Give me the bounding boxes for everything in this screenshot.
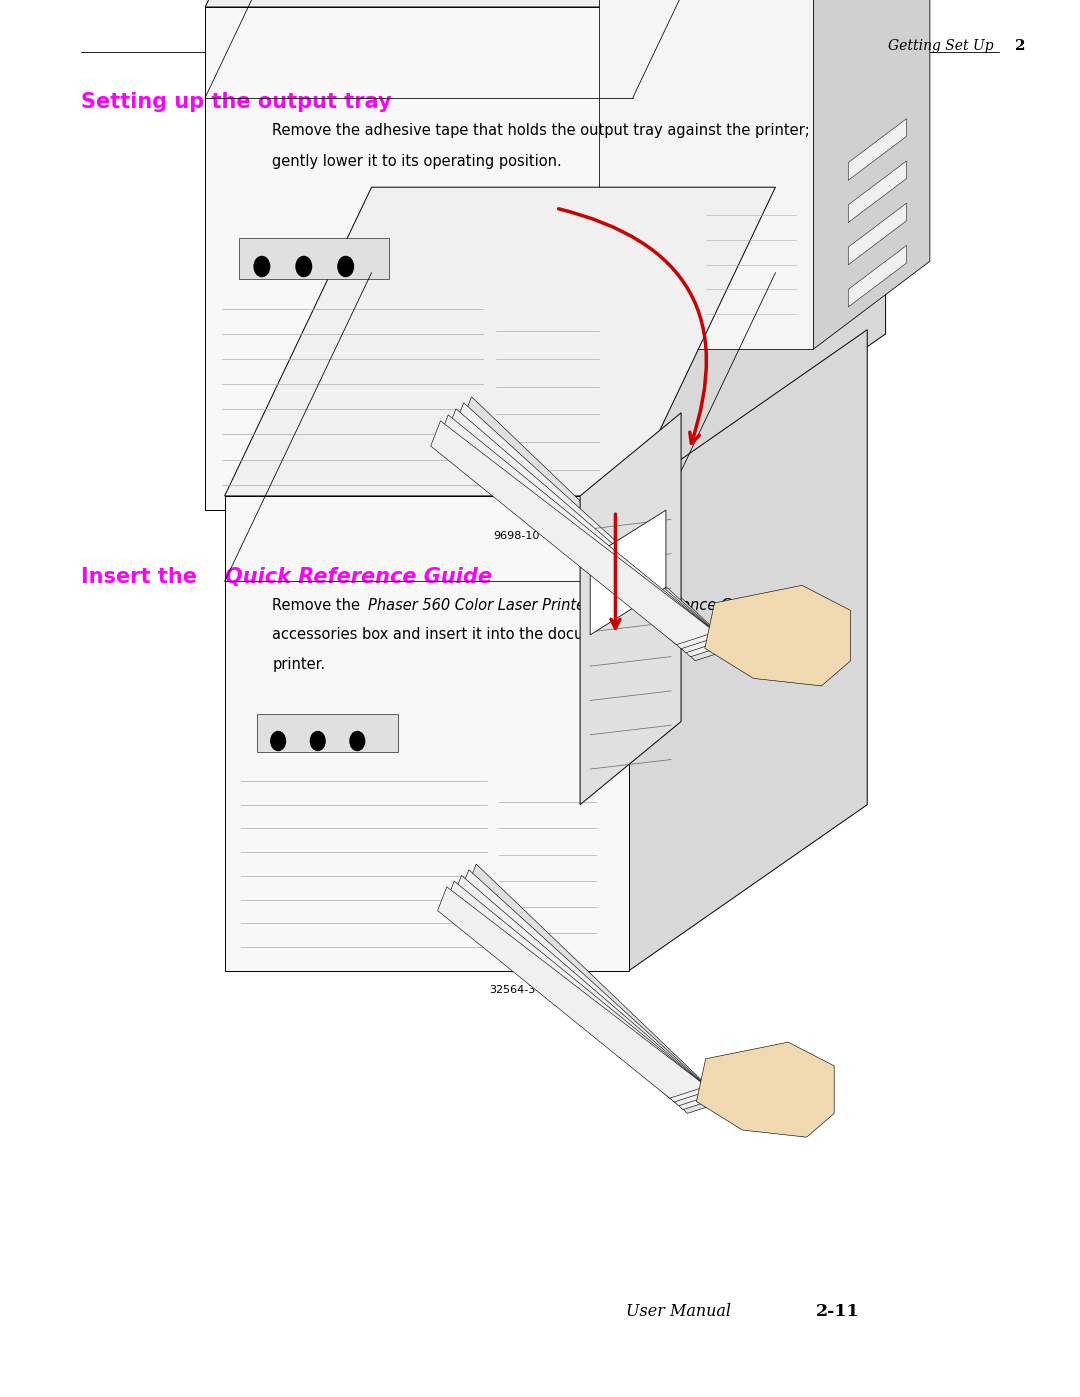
- Polygon shape: [225, 187, 775, 496]
- FancyArrowPatch shape: [611, 514, 620, 629]
- Text: Insert the: Insert the: [81, 567, 204, 587]
- Polygon shape: [240, 239, 389, 278]
- Polygon shape: [205, 7, 633, 510]
- Polygon shape: [599, 0, 813, 349]
- Polygon shape: [705, 585, 851, 686]
- Text: gently lower it to its operating position.: gently lower it to its operating positio…: [272, 154, 562, 169]
- Polygon shape: [431, 420, 715, 644]
- Polygon shape: [848, 119, 906, 180]
- Text: User Manual: User Manual: [626, 1303, 731, 1320]
- Text: Remove the adhesive tape that holds the output tray against the printer;: Remove the adhesive tape that holds the …: [272, 123, 810, 138]
- Text: Getting Set Up: Getting Set Up: [888, 39, 994, 53]
- Polygon shape: [437, 887, 706, 1098]
- Text: 32564-34: 32564-34: [489, 985, 543, 995]
- Polygon shape: [848, 161, 906, 222]
- FancyArrowPatch shape: [558, 208, 706, 443]
- Text: Remove the: Remove the: [272, 598, 365, 613]
- Polygon shape: [580, 414, 681, 805]
- Polygon shape: [633, 0, 886, 510]
- Circle shape: [254, 257, 270, 277]
- Polygon shape: [438, 415, 720, 648]
- Circle shape: [350, 732, 365, 750]
- Circle shape: [296, 257, 311, 277]
- Polygon shape: [697, 1042, 834, 1137]
- Circle shape: [310, 732, 325, 750]
- Polygon shape: [257, 714, 399, 753]
- Polygon shape: [590, 510, 666, 634]
- Text: 2-11: 2-11: [815, 1303, 859, 1320]
- Polygon shape: [467, 863, 724, 1113]
- Polygon shape: [629, 330, 867, 971]
- Polygon shape: [445, 882, 711, 1102]
- Circle shape: [338, 257, 353, 277]
- Polygon shape: [453, 876, 715, 1106]
- Text: printer.: printer.: [272, 657, 325, 672]
- Text: accessories box and insert it into the document holder on the side of the: accessories box and insert it into the d…: [272, 627, 807, 643]
- Polygon shape: [848, 246, 906, 307]
- Circle shape: [271, 732, 285, 750]
- Polygon shape: [460, 870, 719, 1109]
- Text: Setting up the output tray: Setting up the output tray: [81, 92, 392, 112]
- Polygon shape: [462, 397, 734, 661]
- Polygon shape: [446, 409, 725, 652]
- Polygon shape: [225, 496, 629, 971]
- Polygon shape: [848, 203, 906, 265]
- Text: Phaser 560 Color Laser Printer Quick Reference Guide: Phaser 560 Color Laser Printer Quick Ref…: [368, 598, 765, 613]
- Polygon shape: [813, 0, 930, 349]
- Text: Quick Reference Guide: Quick Reference Guide: [225, 567, 491, 587]
- Polygon shape: [454, 402, 729, 657]
- Text: 2: 2: [1015, 39, 1026, 53]
- Text: 9698-10: 9698-10: [494, 531, 539, 541]
- Text: from the: from the: [735, 598, 802, 613]
- Polygon shape: [205, 0, 788, 7]
